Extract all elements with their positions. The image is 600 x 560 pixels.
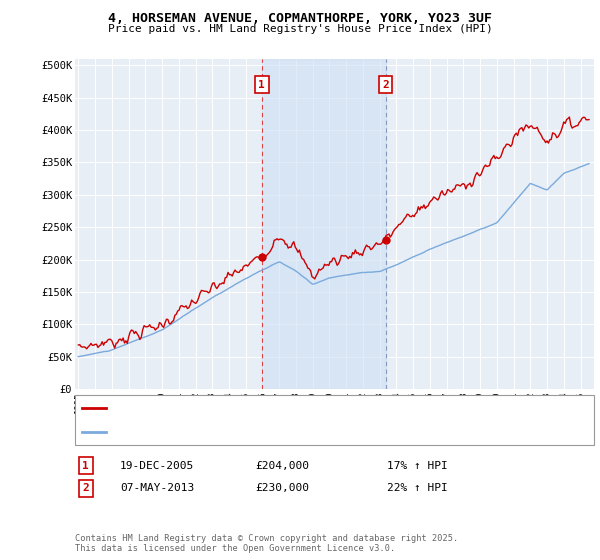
Text: Price paid vs. HM Land Registry's House Price Index (HPI): Price paid vs. HM Land Registry's House …	[107, 24, 493, 34]
Text: 19-DEC-2005: 19-DEC-2005	[120, 461, 194, 471]
Text: £230,000: £230,000	[255, 483, 309, 493]
Text: 07-MAY-2013: 07-MAY-2013	[120, 483, 194, 493]
Text: 2: 2	[82, 483, 89, 493]
Text: 22% ↑ HPI: 22% ↑ HPI	[387, 483, 448, 493]
Text: £204,000: £204,000	[255, 461, 309, 471]
Text: 1: 1	[82, 461, 89, 471]
Text: 1: 1	[259, 80, 265, 90]
Text: 4, HORSEMAN AVENUE, COPMANTHORPE, YORK, YO23 3UF (semi-detached house): 4, HORSEMAN AVENUE, COPMANTHORPE, YORK, …	[111, 403, 522, 413]
Bar	[262, 59, 386, 389]
Text: HPI: Average price, semi-detached house, York: HPI: Average price, semi-detached house,…	[111, 427, 376, 437]
Text: 4, HORSEMAN AVENUE, COPMANTHORPE, YORK, YO23 3UF: 4, HORSEMAN AVENUE, COPMANTHORPE, YORK, …	[108, 12, 492, 25]
Text: 17% ↑ HPI: 17% ↑ HPI	[387, 461, 448, 471]
Text: 2: 2	[382, 80, 389, 90]
Text: Contains HM Land Registry data © Crown copyright and database right 2025.
This d: Contains HM Land Registry data © Crown c…	[75, 534, 458, 553]
